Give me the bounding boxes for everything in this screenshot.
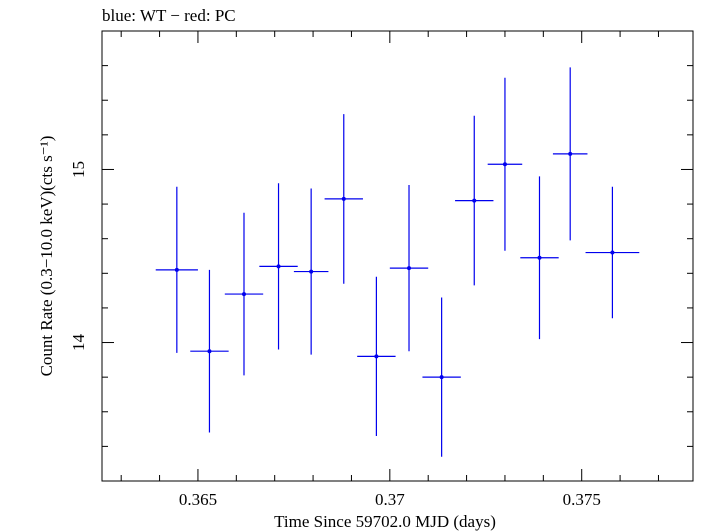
x-tick-label: 0.365 bbox=[179, 490, 217, 509]
data-point bbox=[610, 250, 615, 255]
data-point-group bbox=[357, 276, 396, 436]
data-point-group bbox=[455, 115, 494, 286]
x-axis: 0.365 0.37 0.375 bbox=[120, 31, 659, 509]
data-point bbox=[241, 292, 246, 297]
x-axis-label: Time Since 59702.0 MJD (days) bbox=[274, 512, 496, 531]
data-point bbox=[537, 255, 542, 260]
data-series bbox=[155, 67, 640, 457]
y-tick-label: 14 bbox=[69, 334, 88, 352]
data-point-group bbox=[552, 67, 588, 241]
y-axis-label: Count Rate (0.3−10.0 keV)(cts s⁻¹) bbox=[37, 136, 56, 377]
x-tick-label: 0.37 bbox=[375, 490, 405, 509]
data-point bbox=[439, 375, 444, 380]
data-point-group bbox=[585, 186, 640, 319]
data-point bbox=[407, 266, 412, 271]
data-point-group bbox=[520, 176, 559, 340]
y-tick-label: 15 bbox=[69, 161, 88, 178]
data-point bbox=[568, 151, 573, 156]
data-point-group bbox=[487, 77, 523, 251]
data-point bbox=[207, 349, 212, 354]
data-point-group bbox=[155, 186, 198, 353]
data-point-group bbox=[190, 269, 229, 433]
plot-frame bbox=[101, 30, 694, 482]
chart-title: blue: WT − red: PC bbox=[102, 6, 236, 25]
data-point-group bbox=[293, 188, 329, 355]
data-point-group bbox=[224, 212, 264, 376]
data-point bbox=[276, 264, 281, 269]
data-point bbox=[174, 267, 179, 272]
data-point-group bbox=[259, 183, 298, 350]
data-point bbox=[374, 354, 379, 359]
x-tick-label: 0.375 bbox=[563, 490, 601, 509]
data-point bbox=[472, 198, 477, 203]
data-point-group bbox=[389, 185, 429, 352]
data-point bbox=[341, 196, 346, 201]
data-point-group bbox=[422, 297, 461, 457]
data-point bbox=[502, 162, 507, 167]
data-point-group bbox=[324, 114, 363, 284]
y-axis: 14 15 bbox=[69, 30, 693, 482]
data-point bbox=[309, 269, 314, 274]
